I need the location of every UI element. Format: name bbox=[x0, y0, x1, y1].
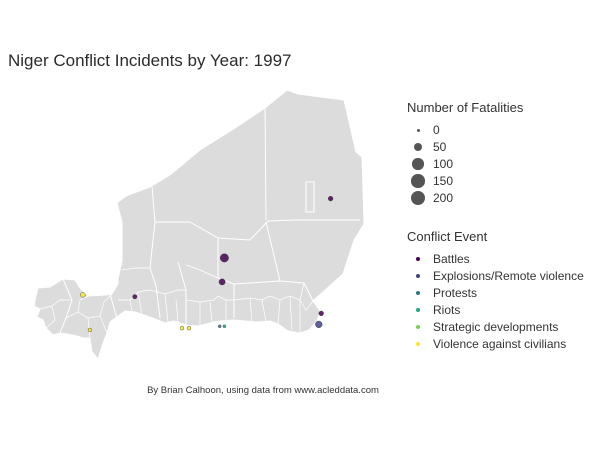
color-legend-key bbox=[409, 319, 427, 335]
size-legend-dot bbox=[416, 128, 420, 132]
map-title: Niger Conflict Incidents by Year: 1997 bbox=[8, 51, 292, 70]
incident-point bbox=[318, 310, 324, 317]
color-legend-item: Protests bbox=[409, 285, 477, 301]
color-legend-item: Explosions/Remote violence bbox=[409, 268, 584, 284]
incident-point bbox=[179, 326, 185, 331]
color-legend-item: Violence against civilians bbox=[409, 336, 566, 352]
color-legend-dot bbox=[416, 291, 420, 295]
color-legend-dot bbox=[416, 342, 420, 346]
incident-point bbox=[186, 326, 192, 331]
size-legend-title: Number of Fatalities bbox=[407, 100, 524, 115]
size-legend-item: 150 bbox=[409, 173, 453, 189]
incident-point bbox=[87, 327, 92, 333]
color-legend-dot bbox=[416, 274, 420, 278]
incident-point bbox=[219, 253, 229, 263]
size-legend-label: 100 bbox=[433, 157, 454, 171]
color-legend-key bbox=[409, 336, 427, 352]
color-legend-label: Violence against civilians bbox=[433, 337, 567, 351]
color-legend-key bbox=[409, 268, 427, 284]
caption: By Brian Calhoon, using data from www.ac… bbox=[147, 385, 379, 396]
color-legend-key bbox=[409, 285, 427, 301]
color-legend-item: Riots bbox=[409, 302, 460, 318]
size-legend-key bbox=[409, 173, 427, 189]
size-legend-dot bbox=[411, 174, 425, 188]
color-legend-item: Strategic developments bbox=[409, 319, 558, 335]
incident-point bbox=[217, 324, 222, 328]
color-legend-dot bbox=[416, 325, 420, 329]
color-legend-label: Explosions/Remote violence bbox=[433, 269, 584, 283]
color-legend-key bbox=[409, 251, 427, 267]
niger-country-shape bbox=[33, 89, 365, 361]
incident-point bbox=[315, 320, 323, 329]
incident-point bbox=[80, 292, 86, 298]
incident-point bbox=[328, 196, 334, 202]
size-legend-key bbox=[409, 156, 427, 172]
color-legend-label: Riots bbox=[433, 303, 461, 317]
niger-land bbox=[33, 89, 365, 361]
size-legend-item: 50 bbox=[409, 139, 446, 155]
size-legend-label: 0 bbox=[433, 123, 440, 137]
size-legend-dot bbox=[410, 190, 426, 206]
size-legend-label: 200 bbox=[433, 191, 454, 205]
color-legend-item: Battles bbox=[409, 251, 470, 267]
size-legend-key bbox=[409, 122, 427, 138]
color-legend-dot bbox=[416, 308, 420, 312]
incident-points bbox=[80, 196, 334, 333]
size-legend-key bbox=[409, 190, 427, 206]
color-legend-dot bbox=[416, 257, 420, 261]
color-legend-label: Protests bbox=[433, 286, 478, 300]
size-legend-dot bbox=[412, 158, 424, 170]
size-legend-key bbox=[409, 139, 427, 155]
size-legend-item: 200 bbox=[409, 190, 453, 206]
size-legend-item: 0 bbox=[409, 122, 440, 138]
incident-point bbox=[132, 294, 138, 300]
incident-point bbox=[222, 324, 227, 328]
size-legend-dot bbox=[413, 142, 423, 152]
color-legend-label: Strategic developments bbox=[433, 320, 559, 334]
size-legend-item: 100 bbox=[409, 156, 453, 172]
department-borders bbox=[39, 264, 314, 339]
size-legend-label: 150 bbox=[433, 174, 454, 188]
color-legend-label: Battles bbox=[433, 252, 470, 266]
size-legend-label: 50 bbox=[433, 140, 447, 154]
color-legend-key bbox=[409, 302, 427, 318]
incident-point bbox=[218, 278, 226, 286]
color-legend-title: Conflict Event bbox=[407, 229, 488, 244]
